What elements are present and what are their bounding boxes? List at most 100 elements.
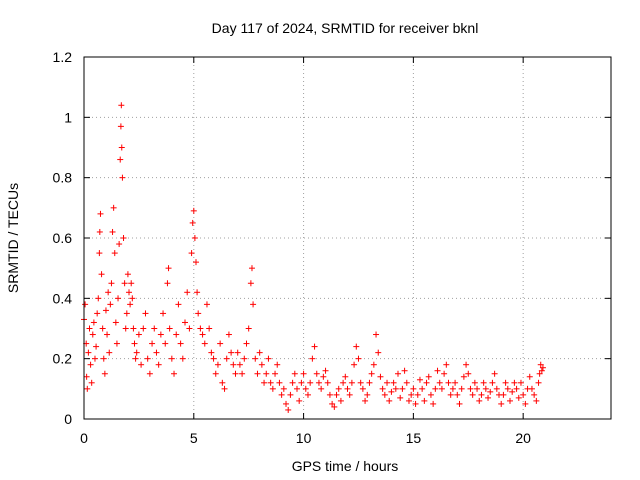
data-point (353, 343, 360, 350)
data-point (504, 385, 511, 392)
x-tick-label: 0 (80, 430, 88, 446)
data-point (146, 370, 153, 377)
data-point (140, 325, 147, 332)
data-point (228, 349, 235, 356)
chart-title: Day 117 of 2024, SRMTID for receiver bkn… (212, 20, 479, 36)
data-point (201, 340, 208, 347)
data-point (289, 379, 296, 386)
data-point (247, 280, 254, 287)
data-point (144, 355, 151, 362)
data-point (126, 289, 133, 296)
data-points (81, 102, 546, 413)
data-point (463, 361, 470, 368)
data-point (379, 385, 386, 392)
data-point (102, 307, 109, 314)
data-point (119, 174, 126, 181)
data-point (296, 397, 303, 404)
data-point (133, 349, 140, 356)
data-point (390, 379, 397, 386)
data-point (351, 361, 358, 368)
data-point (232, 370, 239, 377)
data-point (449, 385, 456, 392)
data-point (186, 325, 193, 332)
data-point (335, 385, 342, 392)
data-point (113, 340, 120, 347)
data-point (307, 379, 314, 386)
data-point (88, 379, 95, 386)
data-point (436, 379, 443, 386)
data-point (370, 361, 377, 368)
data-point (515, 394, 522, 401)
data-point (498, 400, 505, 407)
data-point (225, 331, 232, 338)
data-point (278, 391, 285, 398)
data-point (320, 373, 327, 380)
data-point (315, 379, 322, 386)
data-point (130, 325, 137, 332)
data-point (263, 370, 270, 377)
grid-lines (84, 57, 611, 419)
data-point (116, 241, 123, 248)
data-point (388, 388, 395, 395)
data-point (97, 210, 104, 217)
data-point (443, 361, 450, 368)
data-point (95, 295, 102, 302)
data-point (195, 310, 202, 317)
data-point (87, 361, 94, 368)
data-point (445, 379, 452, 386)
data-point (414, 391, 421, 398)
data-point (118, 102, 125, 109)
data-point (386, 397, 393, 404)
data-point (241, 355, 248, 362)
data-point (171, 370, 178, 377)
data-point (333, 391, 340, 398)
data-point (212, 370, 219, 377)
y-tick-label: 0.8 (53, 170, 73, 186)
data-point (419, 385, 426, 392)
x-axis-label: GPS time / hours (292, 458, 399, 474)
data-point (425, 373, 432, 380)
data-point (230, 361, 237, 368)
data-point (250, 301, 257, 308)
data-point (124, 271, 131, 278)
data-point (274, 361, 281, 368)
data-point (476, 397, 483, 404)
data-point (219, 379, 226, 386)
data-point (441, 370, 448, 377)
data-point (82, 301, 89, 308)
data-point (491, 370, 498, 377)
data-point (408, 391, 415, 398)
data-point (469, 391, 476, 398)
data-point (478, 391, 485, 398)
data-point (300, 370, 307, 377)
data-point (106, 349, 113, 356)
data-point (471, 379, 478, 386)
data-point (456, 400, 463, 407)
data-point (100, 355, 107, 362)
data-point (131, 340, 138, 347)
data-point (164, 280, 171, 287)
data-point (509, 388, 516, 395)
data-point (395, 370, 402, 377)
data-point (447, 391, 454, 398)
data-point (362, 397, 369, 404)
data-point (261, 379, 268, 386)
data-point (460, 373, 467, 380)
data-point (324, 379, 331, 386)
data-point (96, 228, 103, 235)
data-point (94, 310, 101, 317)
data-point (256, 349, 263, 356)
data-point (182, 319, 189, 326)
data-point (179, 355, 186, 362)
data-point (329, 400, 336, 407)
data-point (272, 370, 279, 377)
data-point (223, 355, 230, 362)
y-tick-label: 0.2 (53, 351, 73, 367)
data-point (267, 379, 274, 386)
data-point (160, 310, 167, 317)
data-point (276, 379, 283, 386)
data-point (522, 400, 529, 407)
data-point (285, 406, 292, 413)
data-point (366, 379, 373, 386)
data-point (96, 250, 103, 257)
